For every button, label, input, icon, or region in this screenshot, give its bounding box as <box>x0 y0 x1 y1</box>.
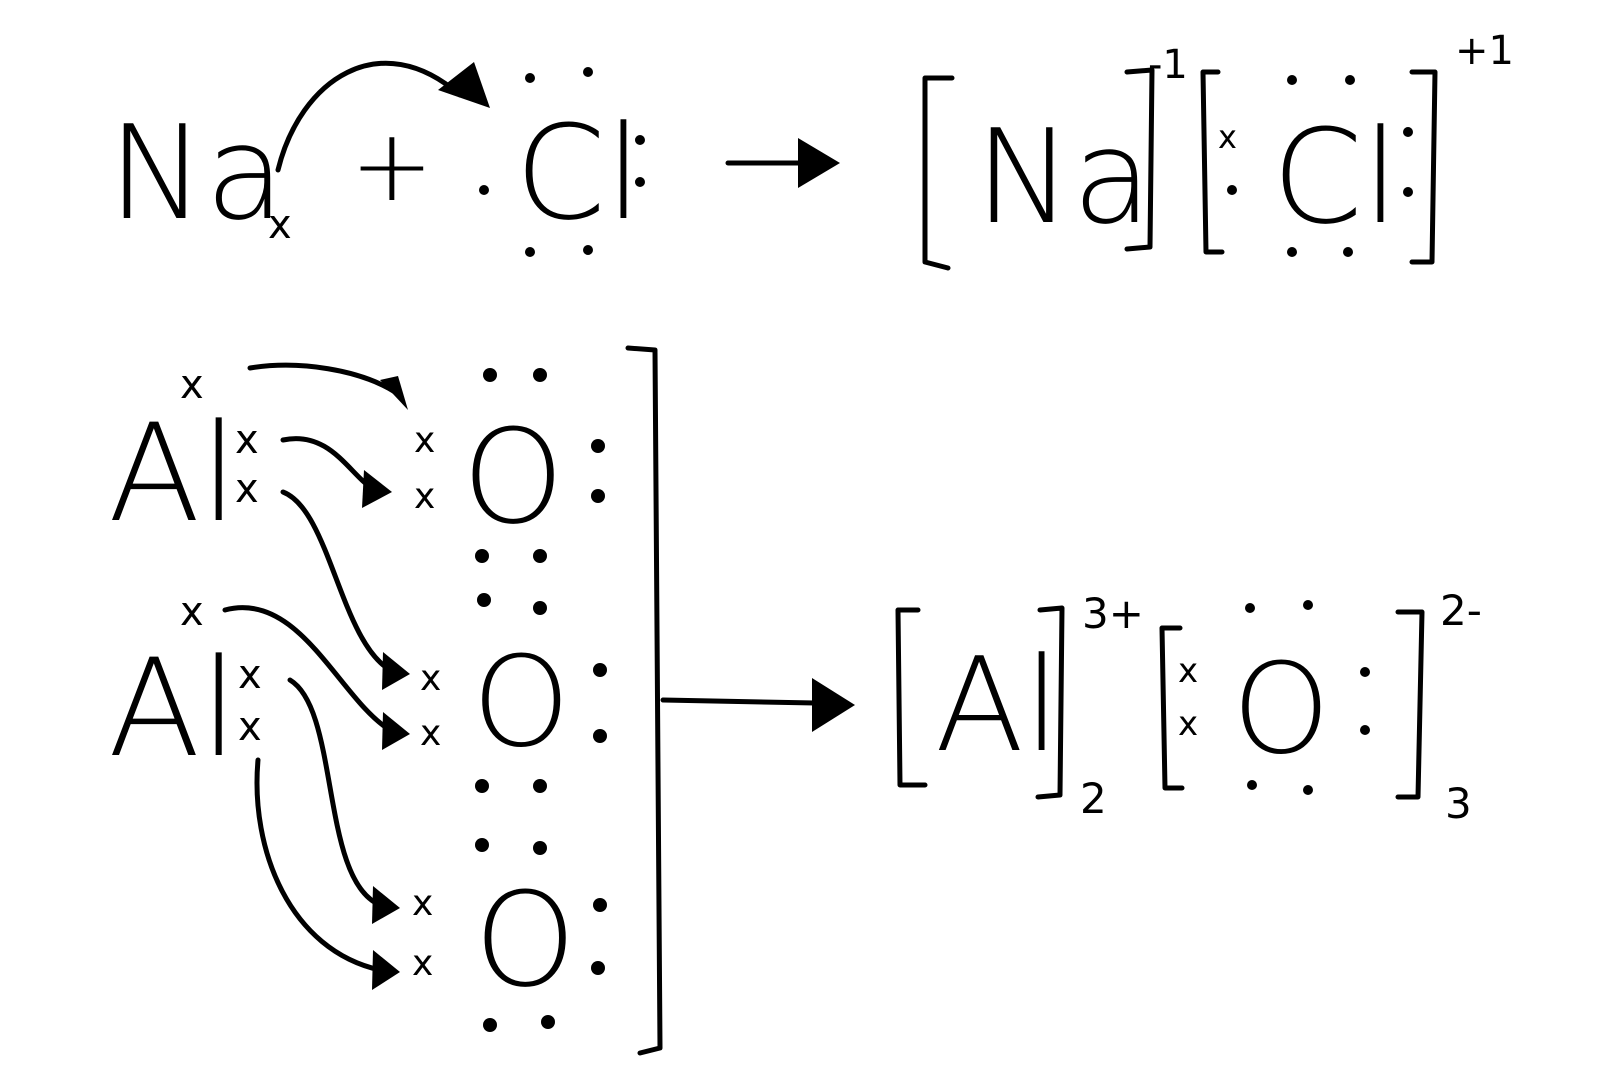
oxygen-2-symbol: O <box>472 630 570 775</box>
aluminum-1-valence-electrons: x x x <box>180 362 259 512</box>
svg-text:x: x <box>420 658 441 699</box>
oxide-ion-right-bracket <box>1395 609 1425 800</box>
reaction-1-arrowhead <box>798 138 840 188</box>
svg-text:x: x <box>412 883 433 924</box>
oxygen-3-symbol: O <box>474 864 576 1016</box>
product-sodium-symbol: Na <box>975 101 1152 253</box>
aluminum-ion-right-bracket <box>1035 605 1065 800</box>
chlorine-electron-dots <box>479 67 645 257</box>
sodium-valence-electron: x <box>268 202 292 248</box>
electron-transfer-arrows <box>222 362 410 990</box>
svg-text:x: x <box>238 704 262 750</box>
product-oxygen-symbol: O <box>1232 637 1330 782</box>
oxide-ion-subscript: 3 <box>1445 779 1472 828</box>
aluminum-ion-subscript: 2 <box>1080 774 1107 823</box>
oxide-transferred-electron-2: x <box>1178 704 1198 744</box>
svg-text:x: x <box>235 466 259 512</box>
chloride-left-bracket <box>1200 69 1225 255</box>
reaction-2-arrowhead <box>812 678 855 732</box>
aluminum-ion-charge: 3+ <box>1082 589 1144 638</box>
electron-transfer-arrowhead <box>438 62 490 108</box>
oxygen-1-symbol: O <box>462 401 564 553</box>
oxygen-3: O x x <box>412 838 607 1032</box>
svg-text:x: x <box>180 589 204 635</box>
svg-text:x: x <box>235 417 259 463</box>
reactant-aluminum-1-symbol: Al <box>108 395 238 552</box>
reaction-2-arrow-shaft <box>660 697 818 706</box>
reaction-2: Al x x x Al x x x <box>108 345 1482 1056</box>
oxide-electron-dots <box>1245 600 1370 795</box>
svg-text:x: x <box>238 652 262 698</box>
product-aluminum-symbol: Al <box>935 629 1060 781</box>
sodium-left-bracket <box>922 75 955 271</box>
oxygen-1: O x x <box>414 368 605 563</box>
oxide-transferred-electron-1: x <box>1178 651 1198 691</box>
oxide-ion-charge: 2- <box>1440 586 1482 635</box>
svg-text:x: x <box>414 476 435 517</box>
reaction-1: Na x + Cl Na -1 x Cl <box>108 28 1514 271</box>
chloride-ion-charge: +1 <box>1455 28 1514 74</box>
svg-text:x: x <box>412 943 433 984</box>
svg-text:x: x <box>420 713 441 754</box>
svg-text:x: x <box>414 420 435 461</box>
sodium-right-bracket <box>1124 67 1155 252</box>
oxygen-2: O x x <box>420 593 607 793</box>
aluminum-ion-left-bracket <box>895 607 928 788</box>
sodium-ion-charge: -1 <box>1148 42 1188 88</box>
reactant-sodium-symbol: Na <box>108 97 285 249</box>
reactant-chlorine-symbol: Cl <box>515 97 642 249</box>
oxide-ion-left-bracket <box>1159 625 1185 791</box>
product-chlorine-symbol: Cl <box>1272 101 1399 253</box>
svg-text:x: x <box>180 362 204 408</box>
reactant-aluminum-2-symbol: Al <box>108 630 238 787</box>
chloride-electron-dots <box>1227 75 1413 257</box>
plus-sign: + <box>350 107 434 224</box>
electron-transfer-arrow <box>275 60 463 173</box>
chloride-transferred-electron: x <box>1218 118 1237 156</box>
chloride-right-bracket <box>1409 69 1438 265</box>
reactants-grouping-bracket <box>625 345 663 1056</box>
aluminum-2-valence-electrons: x x x <box>180 589 262 750</box>
